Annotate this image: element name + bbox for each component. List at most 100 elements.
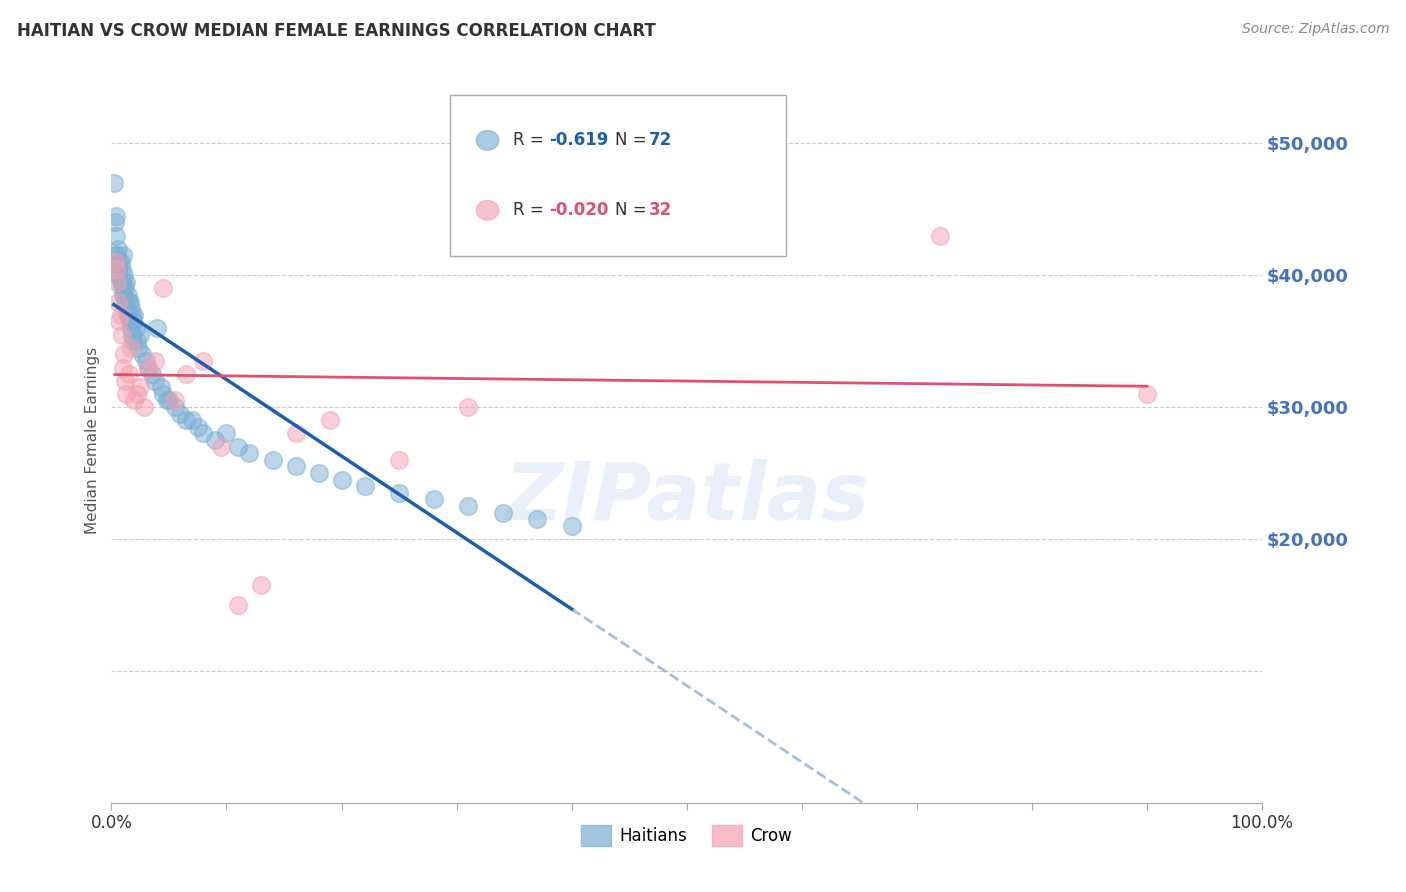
Point bbox=[284, 459, 307, 474]
Point bbox=[104, 248, 127, 262]
Point bbox=[143, 374, 166, 388]
Point bbox=[1136, 387, 1159, 401]
Text: 32: 32 bbox=[650, 202, 672, 219]
Point bbox=[215, 426, 238, 441]
Point bbox=[105, 261, 128, 276]
Point bbox=[308, 466, 330, 480]
Point bbox=[174, 367, 197, 381]
Point bbox=[127, 341, 149, 355]
Point bbox=[149, 380, 172, 394]
Point bbox=[112, 347, 135, 361]
Point bbox=[928, 228, 950, 243]
Point bbox=[117, 308, 139, 322]
Point bbox=[114, 294, 136, 309]
Point bbox=[115, 387, 138, 401]
Point bbox=[388, 485, 411, 500]
Point bbox=[120, 321, 142, 335]
Point bbox=[120, 301, 142, 315]
Point bbox=[204, 433, 226, 447]
Point bbox=[422, 492, 444, 507]
Point bbox=[141, 367, 163, 381]
Point bbox=[457, 499, 479, 513]
Point bbox=[110, 255, 132, 269]
Point bbox=[111, 281, 134, 295]
Point bbox=[111, 288, 134, 302]
Point bbox=[118, 294, 141, 309]
Y-axis label: Median Female Earnings: Median Female Earnings bbox=[86, 346, 100, 533]
Text: Source: ZipAtlas.com: Source: ZipAtlas.com bbox=[1241, 22, 1389, 37]
Point bbox=[193, 354, 215, 368]
Point bbox=[131, 347, 153, 361]
Point bbox=[146, 321, 169, 335]
Point bbox=[104, 215, 127, 229]
Point bbox=[121, 308, 143, 322]
Point bbox=[319, 413, 342, 427]
Point bbox=[118, 308, 141, 322]
Point bbox=[238, 446, 260, 460]
Point bbox=[104, 255, 127, 269]
Point bbox=[353, 479, 375, 493]
Point bbox=[105, 275, 128, 289]
Point bbox=[103, 176, 125, 190]
Point bbox=[157, 393, 180, 408]
Point bbox=[108, 268, 131, 283]
Point bbox=[118, 294, 141, 309]
Point bbox=[491, 506, 513, 520]
Point bbox=[107, 294, 129, 309]
Point bbox=[124, 321, 146, 335]
Point bbox=[181, 413, 204, 427]
Point bbox=[330, 473, 353, 487]
Point bbox=[124, 308, 146, 322]
Point bbox=[114, 281, 136, 295]
Point bbox=[118, 314, 141, 328]
Point bbox=[129, 327, 152, 342]
Point bbox=[122, 314, 145, 328]
Text: ZIPatlas: ZIPatlas bbox=[505, 459, 869, 537]
Point bbox=[110, 308, 132, 322]
Point bbox=[112, 268, 135, 283]
Point bbox=[125, 387, 148, 401]
Point bbox=[193, 426, 215, 441]
Text: -0.020: -0.020 bbox=[550, 202, 609, 219]
Point bbox=[108, 255, 131, 269]
Text: R =: R = bbox=[513, 131, 548, 149]
Point bbox=[174, 413, 197, 427]
Point bbox=[457, 400, 479, 414]
Point bbox=[136, 360, 159, 375]
Point bbox=[262, 452, 284, 467]
Point bbox=[117, 288, 139, 302]
Point bbox=[111, 248, 134, 262]
Point bbox=[114, 374, 136, 388]
Point bbox=[284, 426, 307, 441]
Point bbox=[112, 288, 135, 302]
Point bbox=[105, 268, 128, 283]
Point bbox=[132, 400, 155, 414]
Point bbox=[108, 314, 131, 328]
Text: N =: N = bbox=[616, 131, 652, 149]
Point bbox=[209, 440, 232, 454]
Point bbox=[226, 598, 249, 612]
Point bbox=[152, 281, 174, 295]
Point bbox=[111, 327, 134, 342]
Text: N =: N = bbox=[616, 202, 652, 219]
Point bbox=[124, 393, 146, 408]
Point bbox=[388, 452, 411, 467]
Point bbox=[226, 440, 249, 454]
Point bbox=[110, 275, 132, 289]
Legend: Haitians, Crow: Haitians, Crow bbox=[575, 819, 799, 852]
Point bbox=[111, 275, 134, 289]
Point bbox=[152, 387, 174, 401]
Text: R =: R = bbox=[513, 202, 548, 219]
Text: 72: 72 bbox=[650, 131, 672, 149]
Point bbox=[187, 420, 209, 434]
Point bbox=[105, 228, 128, 243]
Point bbox=[135, 354, 157, 368]
Point bbox=[163, 400, 186, 414]
Point bbox=[120, 341, 142, 355]
Point bbox=[143, 354, 166, 368]
Point bbox=[115, 301, 138, 315]
Point bbox=[115, 275, 138, 289]
Point bbox=[107, 261, 129, 276]
Text: -0.619: -0.619 bbox=[550, 131, 609, 149]
Point bbox=[561, 518, 583, 533]
